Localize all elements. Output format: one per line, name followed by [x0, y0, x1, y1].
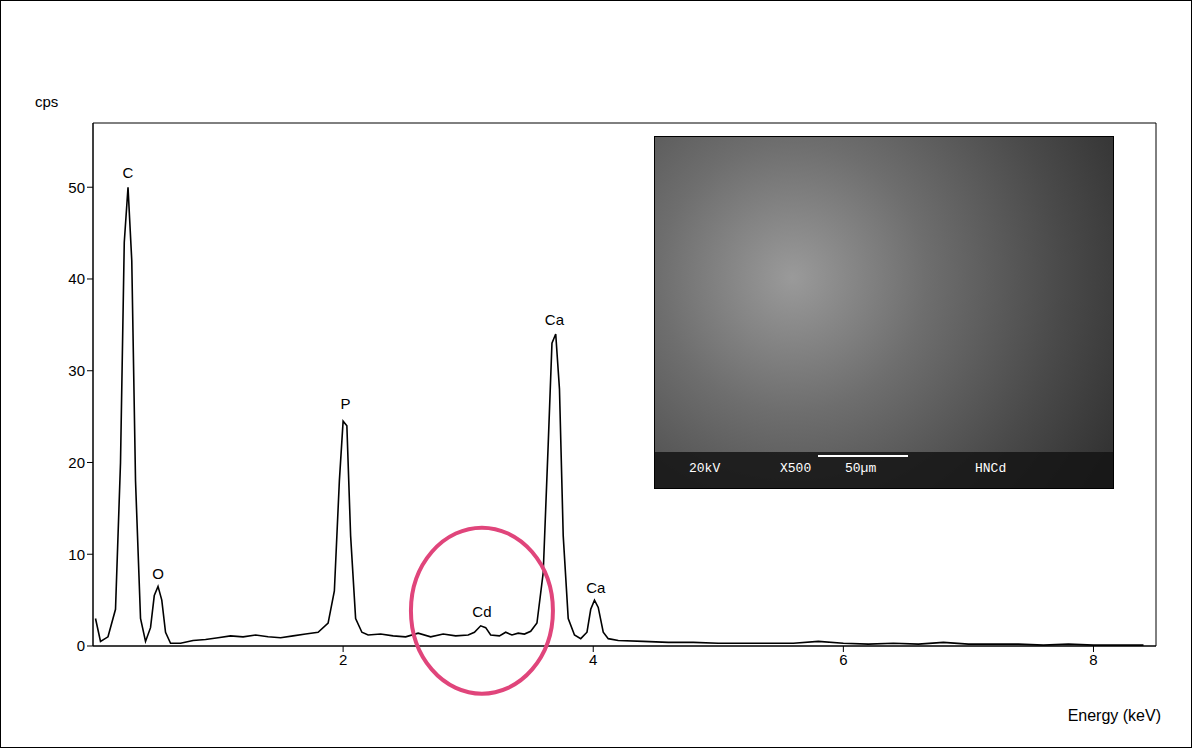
svg-text:P: P [341, 395, 351, 412]
svg-text:O: O [152, 565, 164, 582]
svg-text:8: 8 [1089, 651, 1097, 668]
svg-text:30: 30 [68, 362, 85, 379]
html-text:20kV: 20kV [689, 461, 721, 476]
svg-text:2: 2 [339, 651, 347, 668]
svg-text:C: C [123, 164, 134, 181]
svg-text:Ca: Ca [586, 579, 606, 596]
html-text:HNCd: HNCd [975, 461, 1007, 476]
svg-text:Ca: Ca [545, 311, 565, 328]
svg-text:40: 40 [68, 270, 85, 287]
svg-text:0: 0 [77, 637, 85, 654]
svg-text:50: 50 [68, 179, 85, 196]
svg-text:Cd: Cd [472, 603, 491, 620]
html-text:Energy (keV): Energy (keV) [1067, 707, 1161, 724]
svg-text:10: 10 [68, 546, 85, 563]
html-text:50µm: 50µm [845, 461, 877, 476]
html-text:cps: cps [35, 93, 59, 110]
svg-text:6: 6 [839, 651, 847, 668]
svg-text:4: 4 [589, 651, 597, 668]
svg-text:20: 20 [68, 454, 85, 471]
html-text:X500: X500 [780, 461, 812, 476]
